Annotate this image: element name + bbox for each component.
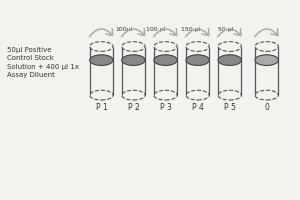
Text: 0: 0 (264, 103, 269, 112)
Text: P 4: P 4 (192, 103, 204, 112)
Ellipse shape (255, 55, 278, 65)
Ellipse shape (154, 55, 177, 65)
Text: 150 μl: 150 μl (181, 27, 200, 32)
Text: 50 μl: 50 μl (218, 27, 234, 32)
Ellipse shape (218, 55, 242, 65)
Ellipse shape (90, 55, 113, 65)
Ellipse shape (122, 55, 145, 65)
Text: P 3: P 3 (160, 103, 172, 112)
Text: 50μl Positive
Control Stock
Solution + 400 μl 1x
Assay Diluent: 50μl Positive Control Stock Solution + 4… (7, 47, 79, 78)
Text: 100 μl: 100 μl (146, 27, 166, 32)
Text: P 5: P 5 (224, 103, 236, 112)
Ellipse shape (186, 55, 209, 65)
Text: P 1: P 1 (95, 103, 107, 112)
Text: 100μl: 100μl (115, 27, 132, 32)
Text: P 2: P 2 (128, 103, 139, 112)
